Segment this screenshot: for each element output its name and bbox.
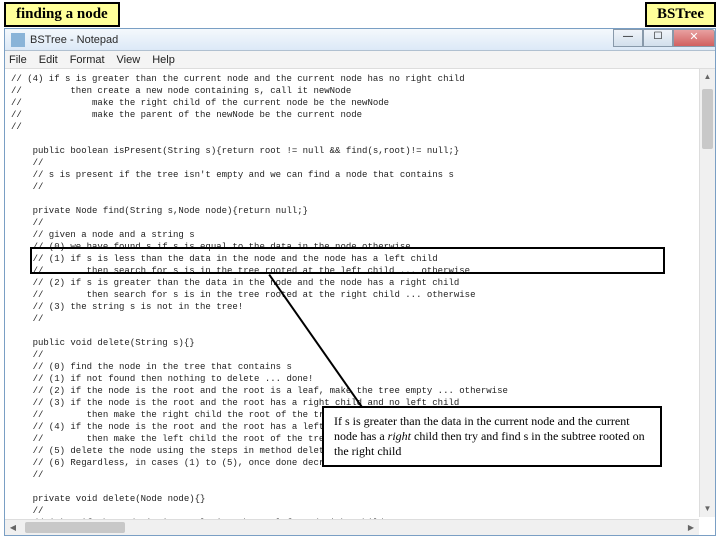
callout-box: If s is greater than the data in the cur…: [322, 406, 662, 467]
horizontal-scroll-thumb[interactable]: [25, 522, 125, 533]
menu-edit[interactable]: Edit: [39, 54, 58, 66]
scroll-right-arrow[interactable]: ▶: [683, 520, 699, 535]
menu-view[interactable]: View: [117, 54, 141, 66]
menu-file[interactable]: File: [9, 54, 27, 66]
menubar: File Edit Format View Help: [5, 51, 715, 69]
scroll-down-arrow[interactable]: ▼: [700, 501, 715, 517]
titlebar: BSTree - Notepad: [5, 29, 715, 51]
close-button[interactable]: [673, 29, 715, 47]
slide-label-left: finding a node: [4, 2, 120, 27]
menu-format[interactable]: Format: [70, 54, 105, 66]
scroll-left-arrow[interactable]: ◀: [5, 520, 21, 535]
scroll-up-arrow[interactable]: ▲: [700, 69, 715, 85]
minimize-button[interactable]: [613, 29, 643, 47]
window-title: BSTree - Notepad: [30, 34, 118, 46]
vertical-scrollbar[interactable]: ▲ ▼: [699, 69, 715, 517]
slide-label-right: BSTree: [645, 2, 716, 27]
menu-help[interactable]: Help: [152, 54, 175, 66]
vertical-scroll-thumb[interactable]: [702, 89, 713, 149]
notepad-icon: [11, 33, 25, 47]
horizontal-scrollbar[interactable]: ◀ ▶: [5, 519, 699, 535]
maximize-button[interactable]: [643, 29, 673, 47]
